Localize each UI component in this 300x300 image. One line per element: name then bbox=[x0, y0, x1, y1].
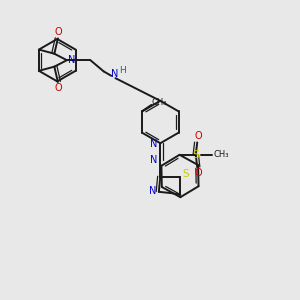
Text: N: N bbox=[149, 186, 156, 196]
Text: O: O bbox=[194, 131, 202, 141]
Text: N: N bbox=[111, 69, 118, 79]
Text: N: N bbox=[68, 55, 76, 65]
Text: S: S bbox=[192, 150, 199, 160]
Text: O: O bbox=[55, 83, 62, 93]
Text: N: N bbox=[150, 155, 158, 165]
Text: O: O bbox=[55, 27, 62, 37]
Text: CH₃: CH₃ bbox=[213, 150, 229, 159]
Text: H: H bbox=[119, 66, 126, 75]
Text: N: N bbox=[150, 139, 158, 149]
Text: CH₃: CH₃ bbox=[152, 98, 167, 107]
Text: O: O bbox=[194, 168, 202, 178]
Text: S: S bbox=[183, 169, 189, 179]
